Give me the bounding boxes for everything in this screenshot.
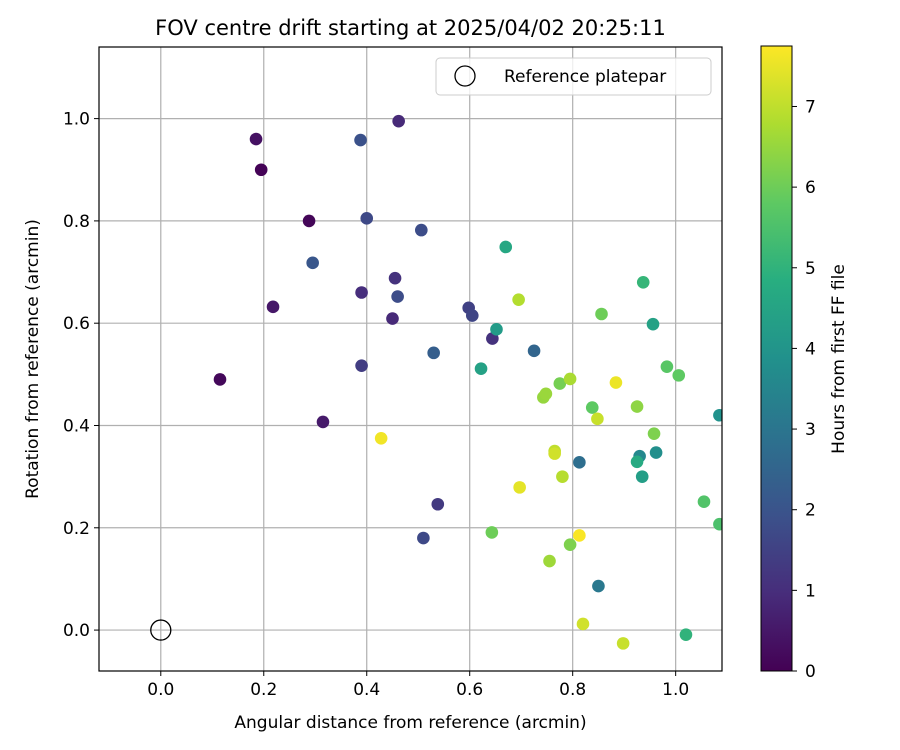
data-point [213, 373, 227, 386]
data-point [563, 372, 577, 386]
data-point [249, 132, 263, 146]
data-point [548, 447, 561, 460]
data-point [592, 579, 605, 593]
y-tick-label: 0.8 [63, 212, 90, 232]
data-point [527, 344, 541, 358]
data-point [465, 309, 479, 322]
data-point [512, 293, 525, 306]
data-point [646, 317, 660, 331]
data-point [616, 637, 630, 650]
data-point [355, 286, 368, 299]
data-point [392, 114, 405, 128]
data-point [609, 376, 623, 389]
colorbar-tick-label: 5 [805, 259, 816, 279]
y-axis-label: Rotation from reference (arcmin) [23, 219, 43, 499]
data-point [302, 214, 316, 228]
legend: Reference platepar [435, 57, 712, 96]
x-tick-label: 0.2 [250, 680, 277, 700]
data-point [630, 400, 644, 413]
colorbar-label: Hours from first FF file [829, 264, 849, 454]
y-tick-label: 0.4 [63, 416, 90, 436]
data-point [474, 362, 488, 376]
grid [99, 47, 722, 671]
data-point [490, 323, 503, 336]
data-point [591, 412, 604, 426]
data-point [374, 431, 388, 445]
data-point [679, 628, 693, 641]
data-point [635, 470, 649, 483]
data-point [713, 517, 722, 531]
data-point [576, 617, 590, 631]
y-tick-label: 0.0 [63, 621, 90, 641]
x-tick-label: 0.0 [147, 680, 174, 700]
data-point [306, 256, 319, 270]
data-point [485, 526, 499, 539]
plot-background [99, 47, 722, 671]
data-point [563, 538, 577, 551]
colorbar-tick-label: 2 [805, 501, 816, 521]
scatter-points [213, 114, 722, 650]
x-tick-label: 0.6 [456, 680, 483, 700]
data-point [391, 290, 404, 303]
data-point [660, 360, 674, 373]
x-axis-ticks: 0.0 0.2 0.4 0.6 0.8 1.0 [147, 671, 689, 700]
data-point [388, 271, 402, 285]
data-point [697, 495, 711, 509]
legend-box [435, 57, 712, 96]
colorbar-ticks: 0 1 2 3 4 5 6 7 [792, 97, 816, 682]
data-point [415, 223, 428, 237]
data-point [647, 427, 661, 440]
reference-marker-layer [150, 619, 172, 641]
colorbar-tick-label: 7 [805, 97, 816, 117]
colorbar-tick-label: 1 [805, 581, 816, 601]
data-point [672, 369, 686, 382]
y-tick-label: 0.2 [63, 519, 90, 539]
data-point [553, 377, 567, 390]
data-point [513, 481, 526, 494]
x-tick-label: 0.8 [559, 680, 586, 700]
data-point [316, 415, 330, 429]
data-point [543, 554, 556, 568]
data-point [355, 359, 368, 372]
data-point [499, 240, 513, 254]
colorbar-tick-label: 3 [805, 420, 816, 440]
data-point [427, 346, 440, 360]
data-point [556, 470, 569, 483]
data-point [649, 446, 663, 459]
data-point [573, 456, 586, 469]
y-tick-label: 0.6 [63, 314, 90, 334]
legend-entry-reference: Reference platepar [504, 67, 666, 87]
x-tick-label: 1.0 [662, 680, 689, 700]
data-point [595, 307, 608, 321]
y-axis-ticks: 0.0 0.2 0.4 0.6 0.8 1.0 [63, 110, 99, 641]
data-point [266, 300, 280, 314]
data-point [713, 408, 722, 422]
chart-title: FOV centre drift starting at 2025/04/02 … [155, 16, 666, 40]
y-tick-label: 1.0 [63, 110, 90, 130]
legend-reference-marker [454, 65, 476, 87]
colorbar-tick-label: 4 [805, 339, 816, 359]
reference-platepar-marker [150, 619, 172, 641]
data-point [585, 401, 599, 414]
plot-frame [98, 46, 723, 672]
data-point [417, 531, 430, 545]
colorbar-tick-label: 0 [805, 662, 816, 682]
data-point [539, 387, 553, 401]
data-point [630, 455, 644, 469]
x-tick-label: 0.4 [353, 680, 380, 700]
data-point [360, 212, 374, 225]
data-point [386, 312, 399, 325]
data-point [636, 275, 650, 289]
data-point [254, 163, 268, 177]
data-point [354, 133, 367, 147]
colorbar-tick-label: 6 [805, 178, 816, 198]
colorbar: 0 1 2 3 4 5 6 7 Hours from first FF file [760, 45, 849, 682]
colorbar-gradient [760, 45, 793, 672]
data-point [573, 529, 586, 542]
data-point [431, 497, 445, 511]
x-axis-label: Angular distance from reference (arcmin) [234, 713, 586, 733]
